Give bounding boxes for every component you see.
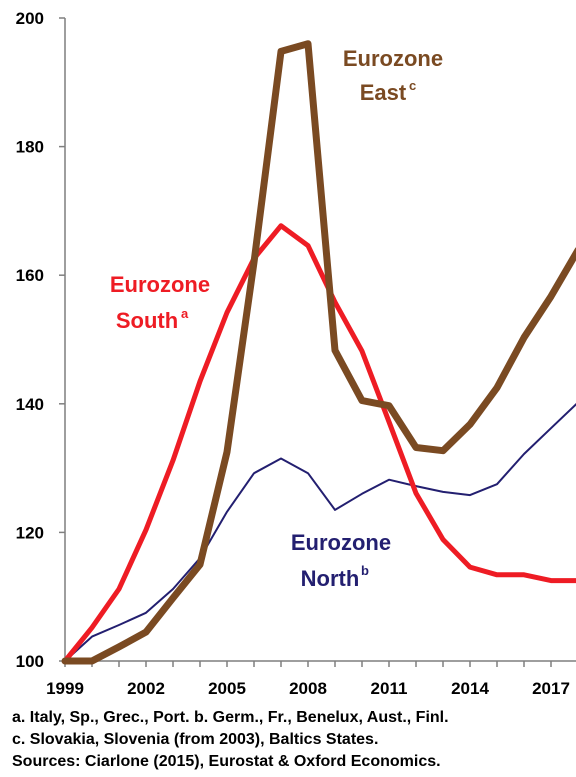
series-label-east-line2: East <box>360 80 407 105</box>
chart-ticks: 100 120 140 160 180 200 1999 2002 2005 2008 2011 20… <box>16 9 570 698</box>
x-tick-label: 2002 <box>127 679 165 698</box>
series-label-north-line2: North <box>301 566 360 591</box>
footnote-line-2: c. Slovakia, Slovenia (from 2003), Balti… <box>12 731 379 748</box>
series-label-east-superscript: c <box>409 78 416 93</box>
y-tick-label: 180 <box>16 138 44 157</box>
series-line-south <box>62 223 576 664</box>
x-tick-label: 2017 <box>532 679 570 698</box>
footnotes: a. Italy, Sp., Grec., Port. b. Germ., Fr… <box>12 707 572 773</box>
y-tick-label: 120 <box>16 523 44 542</box>
footnote-line-1: a. Italy, Sp., Grec., Port. b. Germ., Fr… <box>12 709 449 726</box>
series-line-north <box>64 403 576 662</box>
series-label-south-superscript: a <box>181 306 189 321</box>
series-label-south-line2: South <box>116 308 178 333</box>
x-tick-label: 2014 <box>451 679 489 698</box>
series-label-north-line1: Eurozone <box>291 530 391 555</box>
series-label-east-line1: Eurozone <box>343 46 443 71</box>
y-tick-label: 160 <box>16 266 44 285</box>
y-tick-label: 200 <box>16 9 44 28</box>
x-tick-label: 2005 <box>208 679 246 698</box>
x-tick-label: 2008 <box>289 679 327 698</box>
x-tick-label: 2011 <box>371 679 408 698</box>
y-tick-label: 100 <box>16 652 44 671</box>
line-chart: 100 120 140 160 180 200 1999 2002 2005 2008 2011 20… <box>16 9 576 698</box>
series-line-east <box>61 40 576 665</box>
footnote-sources: Sources: Ciarlone (2015), Eurostat & Oxf… <box>12 753 441 770</box>
chart-axes <box>64 18 576 662</box>
series-label-north-superscript: b <box>361 563 369 578</box>
chart-series <box>61 40 576 665</box>
series-label-south-line1: Eurozone <box>110 272 210 297</box>
x-tick-label: 1999 <box>46 679 84 698</box>
y-tick-label: 140 <box>16 395 44 414</box>
